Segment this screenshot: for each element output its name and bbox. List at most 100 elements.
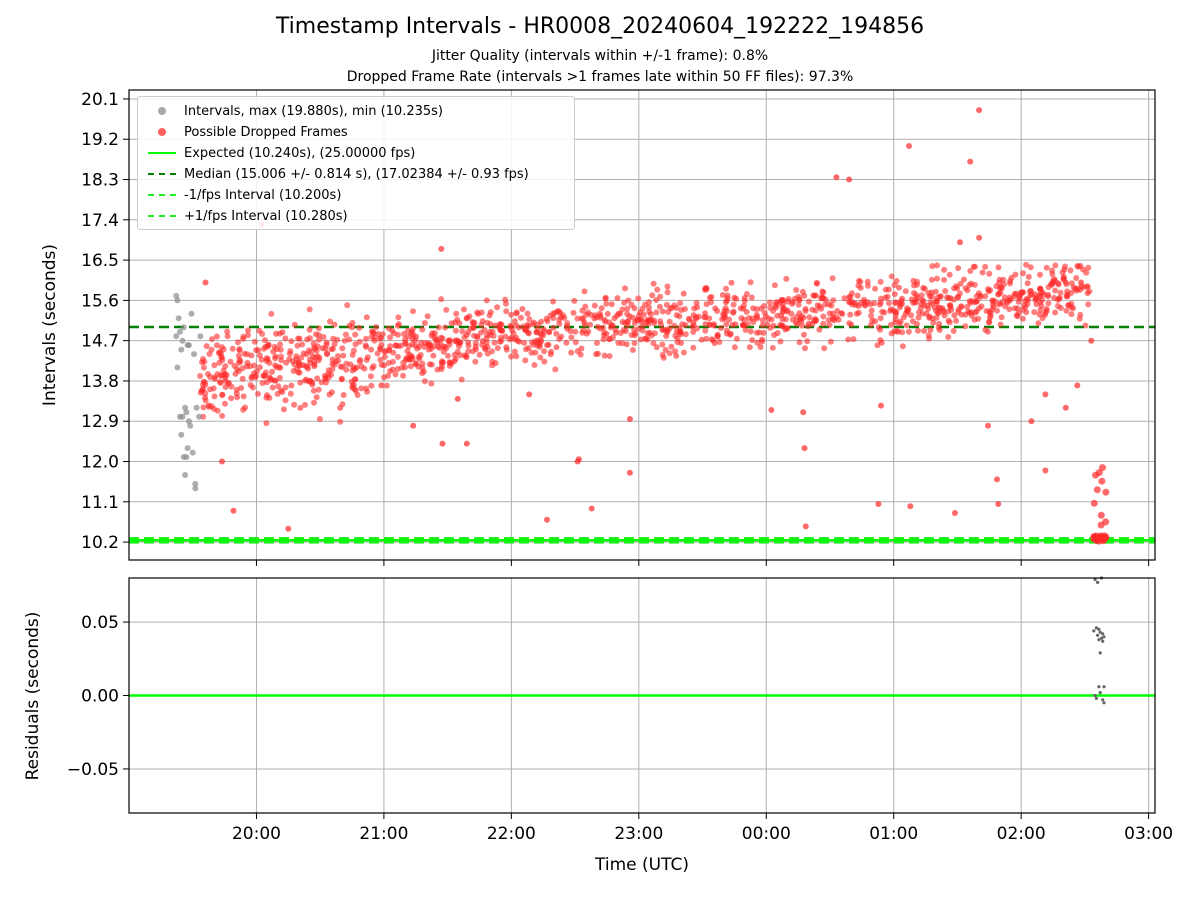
legend-label: Intervals, max (19.880s), min (10.235s)	[184, 103, 443, 119]
dropped-frame-point	[905, 328, 912, 335]
x-tick-label: 00:00	[742, 824, 791, 844]
dropped-frame-point	[594, 340, 600, 346]
dropped-frame-point	[802, 308, 809, 314]
dropped-frame-point	[733, 335, 740, 342]
dropped-frame-point	[541, 358, 548, 365]
dropped-frame-point	[674, 335, 681, 342]
dropped-frame-point	[314, 375, 321, 382]
dropped-frame-point	[723, 297, 730, 304]
dropped-frame-point	[972, 299, 979, 306]
dropped-frame-point	[1062, 263, 1068, 270]
dropped-frame-point	[914, 278, 920, 285]
dropped-frame-point	[392, 371, 399, 378]
dropped-frame-point	[1024, 280, 1031, 287]
dropped-frame-point	[651, 320, 658, 327]
dropped-frame-point	[373, 324, 380, 331]
dropped-frame-point	[887, 308, 894, 314]
dropped-frame-point	[452, 327, 459, 334]
dropped-frame-point	[363, 314, 370, 321]
dropped-frame-point	[1078, 279, 1085, 286]
top-y-tick-label: 13.8	[81, 372, 119, 392]
dropped-frame-point	[839, 310, 846, 317]
dropped-frame-point	[767, 324, 774, 331]
dropped-frame-point	[259, 380, 266, 386]
dropped-frame-point	[872, 285, 879, 292]
dropped-frame-point	[1013, 290, 1020, 297]
dropped-frame-point	[260, 372, 267, 379]
dropped-frame-point	[251, 362, 258, 369]
dropped-frame-point	[624, 311, 631, 317]
dropped-frame-point	[546, 329, 552, 336]
dropped-frame-point	[822, 296, 829, 303]
legend-entry: Median (15.006 +/- 0.814 s), (17.02384 +…	[144, 164, 529, 184]
dropped-frame-point	[421, 320, 428, 326]
dropped-frame-point	[277, 341, 284, 348]
dropped-frame-point	[213, 342, 220, 349]
dropped-frame-point	[1051, 276, 1058, 282]
interval-point	[193, 404, 200, 411]
dropped-frame-point	[827, 338, 834, 345]
interval-point	[177, 328, 183, 335]
dropped-frame-point	[878, 295, 884, 302]
dropped-frame-point	[304, 336, 311, 343]
dropped-frame-point	[1020, 270, 1026, 277]
interval-point	[173, 292, 180, 299]
dropped-frame-point	[203, 343, 210, 350]
dropped-frame-point	[997, 285, 1003, 292]
dropped-frame-point	[598, 305, 605, 312]
dropped-frame-point	[847, 311, 854, 318]
dropped-frame-point	[620, 326, 627, 333]
dropped-frame-point	[343, 366, 350, 373]
dropped-frame-point	[1027, 264, 1034, 271]
dropped-frame-point	[394, 322, 401, 329]
dropped-frame-point	[629, 314, 636, 321]
dropped-frame-point	[1043, 264, 1050, 271]
dropped-frame-point	[235, 339, 241, 346]
dropped-frame-point	[297, 404, 304, 411]
dropped-frame-point	[532, 349, 539, 356]
dropped-frame-point	[826, 322, 833, 328]
bottom-y-tick-label: 0.05	[81, 613, 119, 633]
dropped-frame-point	[792, 295, 798, 302]
dropped-frame-point	[631, 326, 638, 333]
dropped-frame-point	[326, 391, 333, 398]
dropped-frame-point	[615, 340, 622, 346]
interval-point	[178, 346, 185, 353]
dropped-frame-point	[387, 334, 393, 341]
dropped-frame-point	[385, 372, 392, 379]
dropped-frame-point	[557, 309, 564, 316]
dropped-frame-point	[750, 319, 757, 325]
dropped-frame-point	[784, 325, 791, 332]
dropped-frame-point	[463, 332, 470, 339]
dropped-frame-point	[1085, 264, 1092, 271]
dropped-frame-point	[340, 352, 347, 359]
dropped-frame-point	[846, 176, 853, 183]
dropped-frame-point	[774, 300, 781, 307]
dropped-frame-point	[1000, 281, 1007, 288]
dropped-frame-point	[1097, 511, 1105, 519]
dropped-frame-point	[673, 312, 680, 319]
dropped-frame-point	[531, 362, 538, 368]
x-tick-label: 23:00	[614, 824, 663, 844]
dropped-frame-point	[236, 347, 243, 354]
top-y-tick-label: 12.9	[81, 412, 119, 432]
dropped-frame-point	[448, 320, 455, 327]
residual-point	[1096, 633, 1100, 637]
dropped-frame-point	[553, 344, 560, 351]
dropped-frame-point	[690, 344, 697, 351]
dropped-frame-point	[484, 344, 491, 351]
dropped-frame-point	[320, 334, 327, 340]
dropped-frame-point	[206, 351, 213, 357]
dropped-frame-point	[624, 322, 631, 329]
interval-point	[189, 449, 196, 456]
dropped-frame-point	[967, 268, 974, 274]
dropped-frame-point	[950, 296, 957, 303]
dropped-frame-point	[285, 525, 292, 532]
top-y-axis-label: Intervals (seconds)	[40, 244, 60, 406]
dropped-frame-point	[400, 372, 407, 379]
dropped-frame-point	[445, 352, 451, 359]
dropped-frame-point	[1027, 292, 1034, 299]
residual-point	[1098, 691, 1102, 695]
dropped-frame-point	[299, 341, 306, 348]
dropped-frame-point	[383, 382, 390, 389]
